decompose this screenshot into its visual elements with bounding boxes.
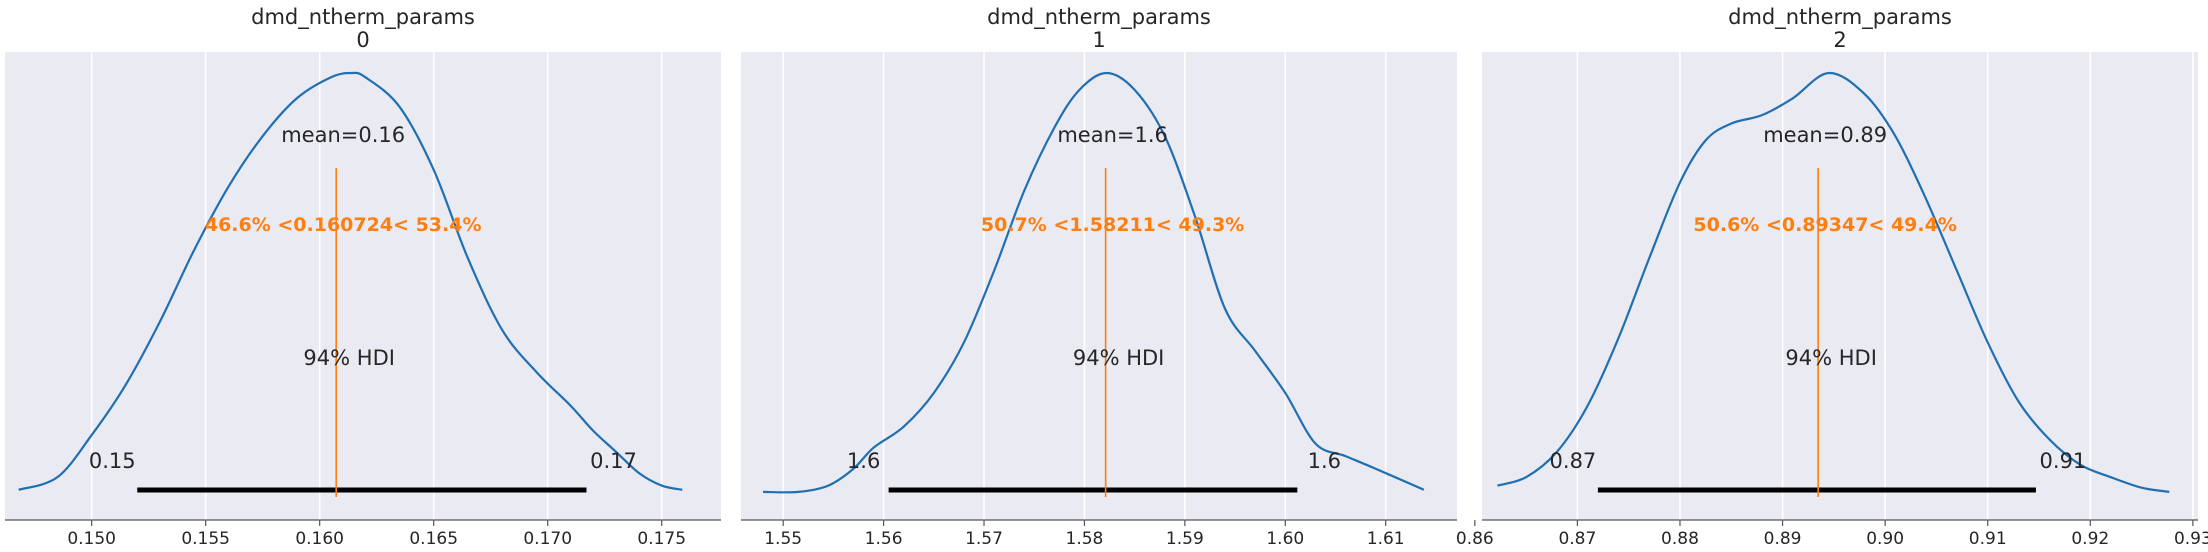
x-tick-label: 1.57 xyxy=(965,529,1003,549)
panel-title: dmd_ntherm_params xyxy=(987,5,1211,30)
hdi-label: 94% HDI xyxy=(1785,346,1877,370)
plot-panel-1: 1.55 1.56 1.57 1.58 1.59 1.60 1.61dmd_ntherm_p… xyxy=(741,5,1457,549)
panel-title: dmd_ntherm_params xyxy=(251,5,475,30)
x-tick-label: 0.150 xyxy=(67,529,116,549)
x-tick-label: 0.89 xyxy=(1764,529,1802,549)
panel-subtitle: 1 xyxy=(1092,28,1105,52)
x-tick-label: 0.88 xyxy=(1661,529,1699,549)
reference-label: 50.6% <0.89347< 49.4% xyxy=(1693,214,1956,236)
plot-area xyxy=(5,52,721,520)
x-tick-label: 1.55 xyxy=(764,529,802,549)
mean-label: mean=1.6 xyxy=(1057,123,1168,147)
x-tick-label: 0.90 xyxy=(1866,529,1904,549)
x-tick-label: 1.56 xyxy=(865,529,903,549)
kde-curve xyxy=(1497,71,2170,493)
plot-panel-2: 0.86 0.87 0.88 0.89 0.90 0.91 0.92 0.93 dmd_nthe… xyxy=(1456,5,2208,549)
plot-panel-0: 0.150 0.155 0.160 0.165 0.170 0.175dmd_ntherm… xyxy=(5,5,721,549)
hdi-high-label: 0.91 xyxy=(2040,449,2087,473)
x-tick-label: 0.86 xyxy=(1456,529,1494,549)
x-tick-label: 0.160 xyxy=(295,529,344,549)
kde-curve xyxy=(763,71,1425,494)
mean-label: mean=0.16 xyxy=(281,123,405,147)
hdi-label: 94% HDI xyxy=(1073,346,1165,370)
panel-subtitle: 2 xyxy=(1833,28,1846,52)
x-tick-label: 0.92 xyxy=(2071,529,2109,549)
x-tick-label: 1.60 xyxy=(1266,529,1304,549)
x-tick-label: 1.59 xyxy=(1166,529,1204,549)
reference-label: 50.7% <1.58211< 49.3% xyxy=(981,214,1244,236)
plot-area xyxy=(741,52,1457,520)
hdi-high-label: 0.17 xyxy=(590,449,637,473)
x-tick-label: 1.61 xyxy=(1367,529,1405,549)
reference-label: 46.6% <0.160724< 53.4% xyxy=(205,214,482,236)
x-tick-label: 0.155 xyxy=(181,529,230,549)
x-tick-label: 0.165 xyxy=(409,529,458,549)
panel-subtitle: 0 xyxy=(356,28,369,52)
hdi-low-label: 0.87 xyxy=(1550,449,1597,473)
mean-label: mean=0.89 xyxy=(1763,123,1887,147)
plot-area xyxy=(1482,52,2198,520)
hdi-low-label: 1.6 xyxy=(847,449,880,473)
x-tick-label: 1.58 xyxy=(1066,529,1104,549)
x-tick-label: 0.170 xyxy=(523,529,572,549)
x-tick-label: 0.91 xyxy=(1969,529,2007,549)
hdi-high-label: 1.6 xyxy=(1308,449,1341,473)
x-tick-label: 0.93 xyxy=(2174,529,2208,549)
kde-curve xyxy=(18,71,683,491)
hdi-low-label: 0.15 xyxy=(89,449,136,473)
x-tick-label: 0.175 xyxy=(637,529,686,549)
hdi-label: 94% HDI xyxy=(303,346,395,370)
panel-title: dmd_ntherm_params xyxy=(1728,5,1952,30)
x-tick-label: 0.87 xyxy=(1558,529,1596,549)
